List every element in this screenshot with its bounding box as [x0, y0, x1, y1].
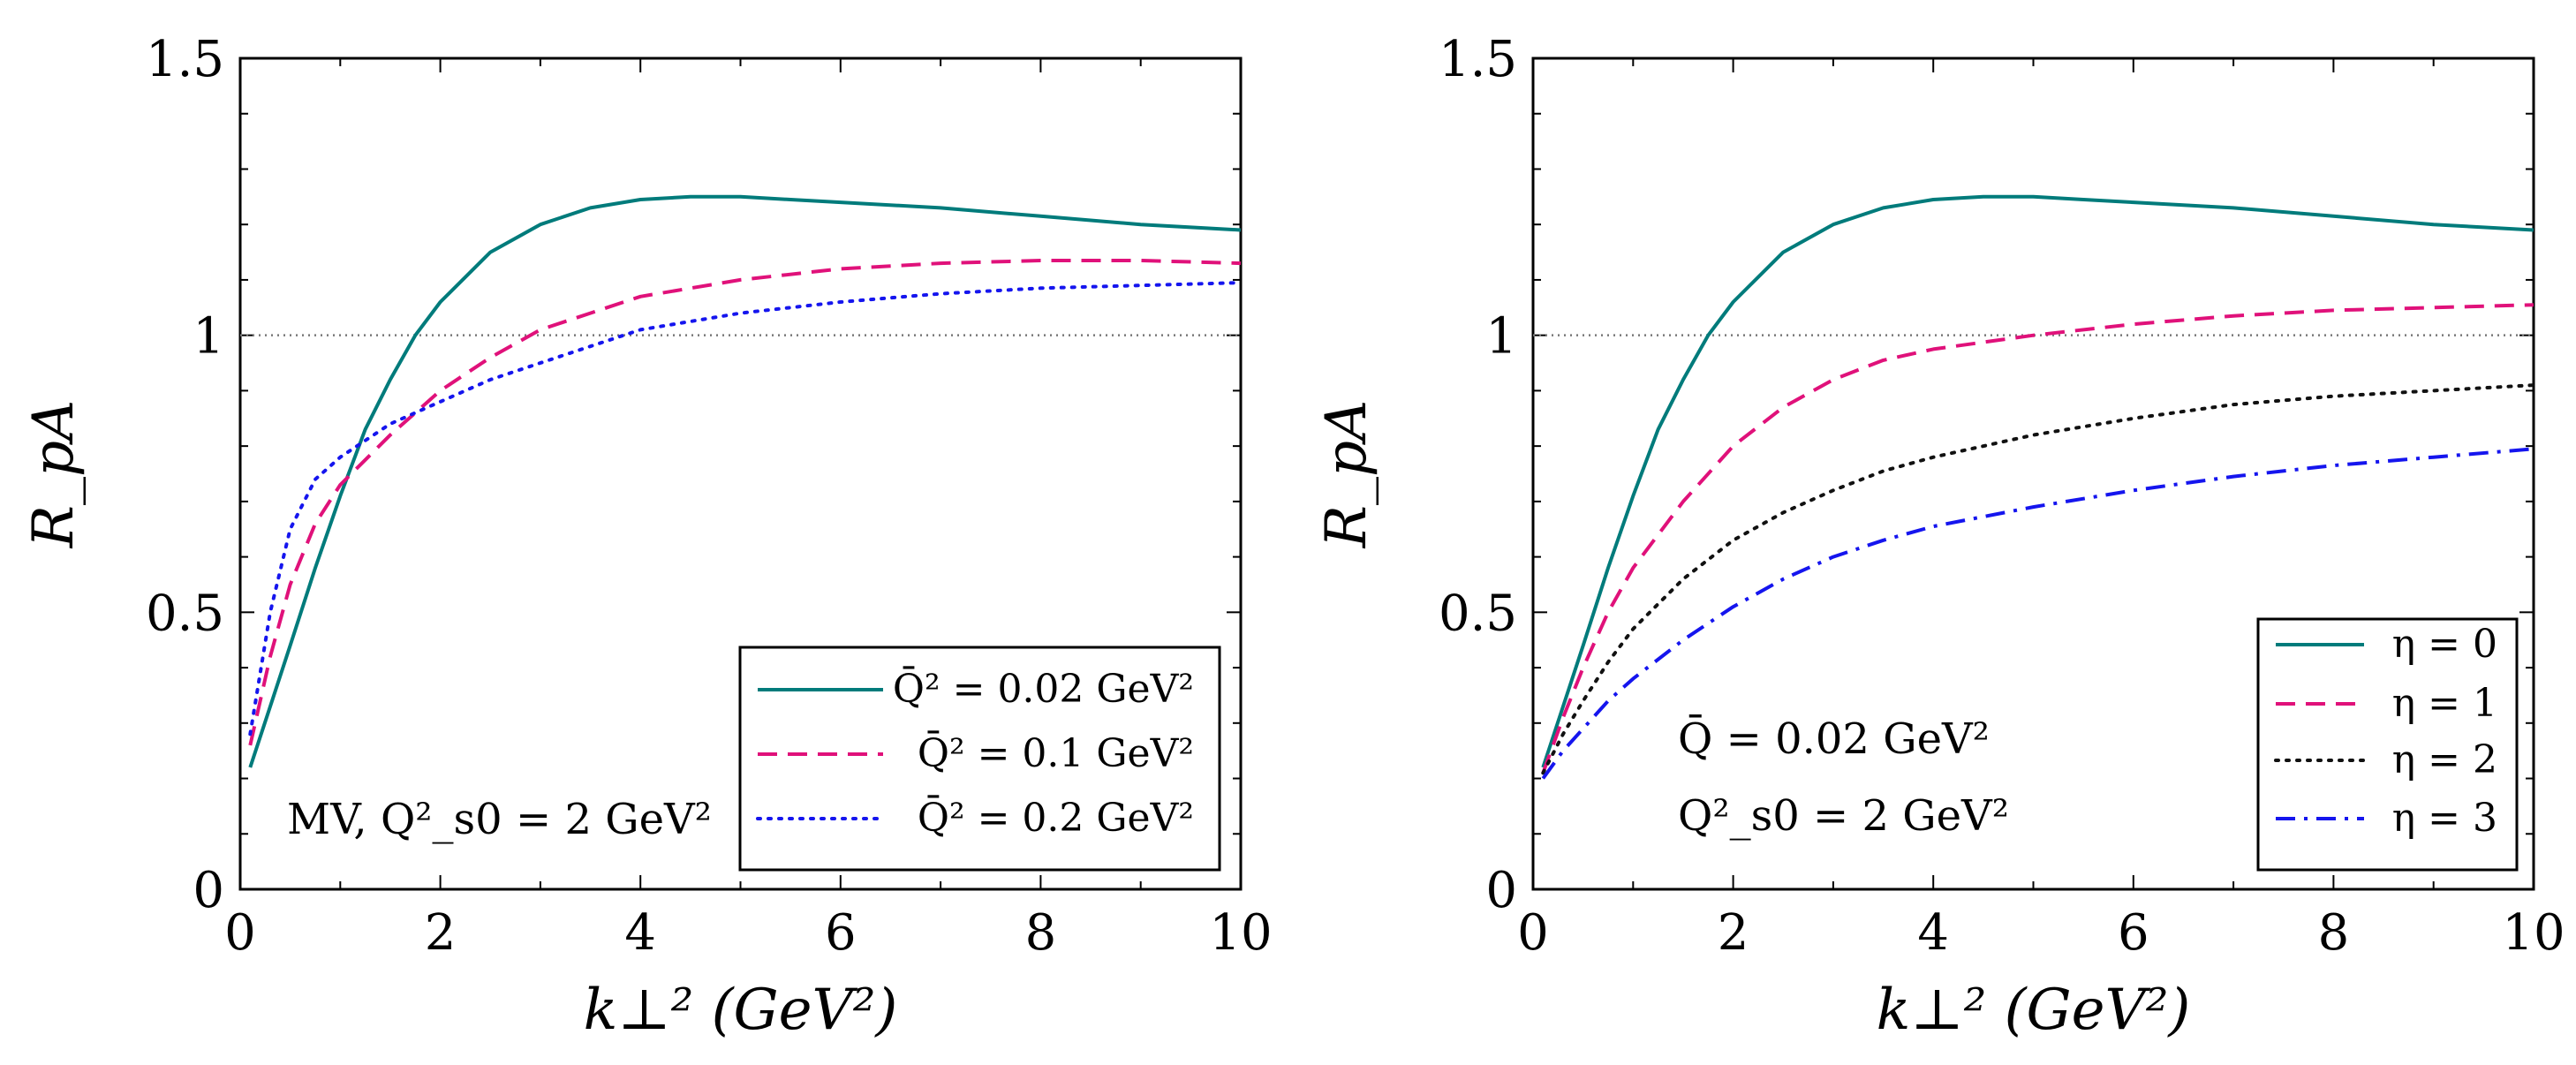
- legend-label: Q̄² = 0.2 GeV²: [918, 794, 1194, 841]
- x-tick-label: 2: [425, 904, 457, 962]
- legend-label: Q̄² = 0.02 GeV²: [893, 665, 1194, 712]
- y-tick-label: 0: [193, 862, 224, 919]
- series-line-1: [248, 194, 1242, 768]
- y-axis-title: R_pA: [21, 400, 87, 548]
- x-tick-label: 6: [825, 904, 857, 962]
- y-tick-label: 0.5: [146, 585, 224, 642]
- legend-label: η = 0: [2392, 622, 2497, 667]
- legend-label: η = 1: [2392, 681, 2497, 726]
- tick-marks: [239, 57, 1242, 890]
- tick-marks: [1532, 57, 2534, 890]
- chart-annotation: Q²_s0 = 2 GeV²: [1678, 791, 2009, 841]
- legend: Q̄² = 0.02 GeV² Q̄² = 0.1 GeV² Q̄² = 0.2 G…: [738, 646, 1221, 872]
- legend: η = 0 η = 1 η = 2 η = 3: [2256, 617, 2519, 872]
- series-line-2: [248, 259, 1242, 746]
- x-axis-title: k⊥² (GeV²): [584, 978, 898, 1043]
- y-tick-label: 1: [1485, 308, 1517, 366]
- x-axis-title: k⊥² (GeV²): [1877, 978, 2191, 1043]
- series-line-3: [248, 281, 1243, 736]
- x-tick-label: 10: [2502, 904, 2565, 962]
- y-tick-label: 0: [1485, 862, 1517, 919]
- legend-box: [2256, 617, 2519, 872]
- y-axis-title: R_pA: [1314, 400, 1379, 548]
- chart-annotation: MV, Q²_s0 = 2 GeV²: [287, 795, 712, 844]
- series-line-2: [1541, 303, 2534, 774]
- x-tick-label: 0: [224, 904, 256, 962]
- legend-label: Q̄² = 0.1 GeV²: [918, 729, 1194, 776]
- x-tick-label: 4: [1917, 904, 1949, 962]
- series-line-3: [1541, 383, 2535, 775]
- x-tick-label: 8: [1025, 904, 1057, 962]
- y-tick-label: 0.5: [1439, 585, 1517, 642]
- series-line-4: [1541, 447, 2534, 780]
- legend-label: η = 2: [2392, 737, 2497, 782]
- legend-box: [738, 646, 1221, 872]
- x-tick-label: 0: [1517, 904, 1549, 962]
- x-tick-label: 8: [2318, 904, 2350, 962]
- x-tick-label: 4: [624, 904, 656, 962]
- series-line-1: [1541, 194, 2534, 768]
- x-tick-label: 6: [2118, 904, 2149, 962]
- chart-panel-1: 0 2 4 6 8 10 0 0.5 1 1.5 k⊥² (GeV²) R_pA Q̄² = 0.02 …: [21, 31, 1273, 1043]
- chart-annotation: Q̄ = 0.02 GeV²: [1678, 713, 1990, 764]
- x-tick-label: 2: [1718, 904, 1749, 962]
- y-tick-label: 1.5: [146, 31, 224, 88]
- y-tick-label: 1.5: [1439, 31, 1517, 88]
- x-tick-label: 10: [1209, 904, 1272, 962]
- legend-label: η = 3: [2392, 796, 2497, 841]
- y-tick-label: 1: [193, 308, 224, 366]
